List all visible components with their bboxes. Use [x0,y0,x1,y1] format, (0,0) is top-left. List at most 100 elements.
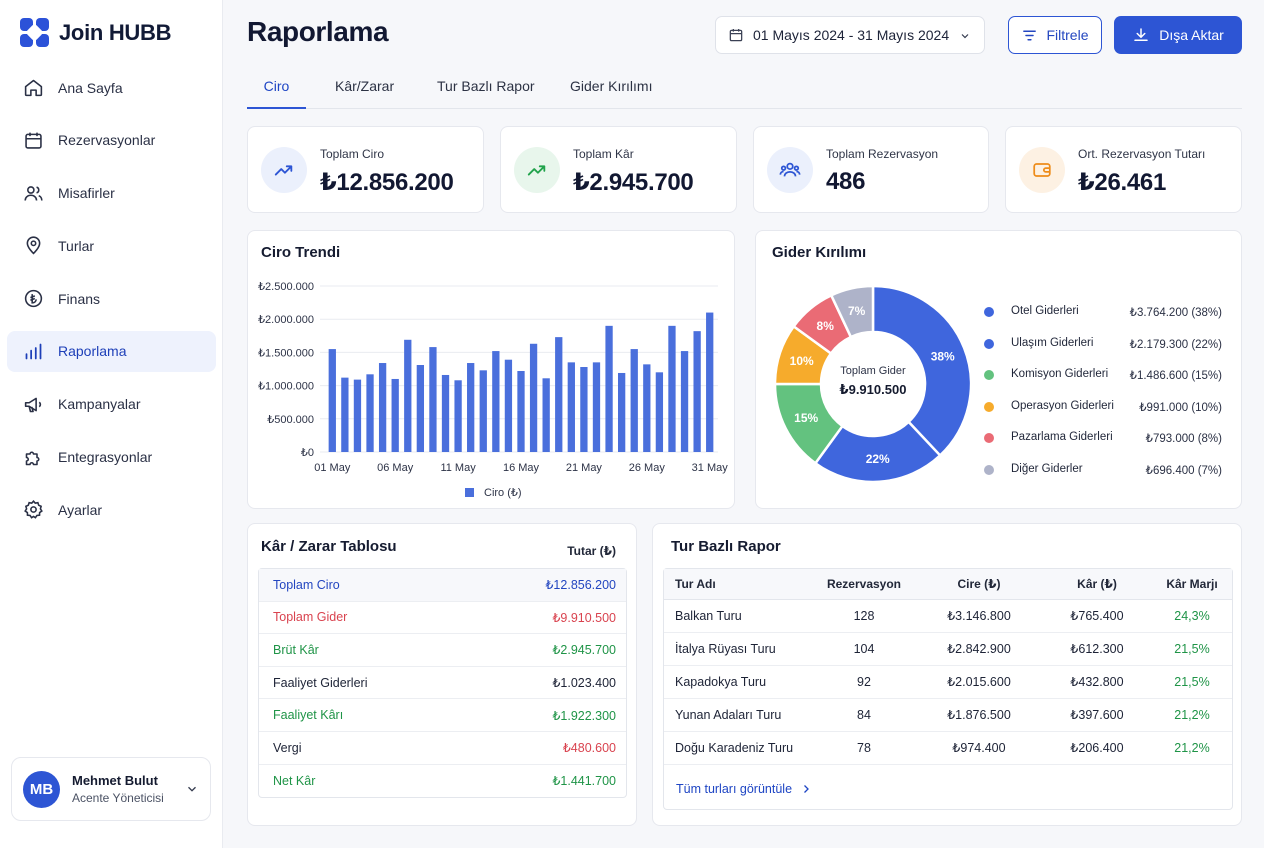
row-label: Toplam Ciro [273,577,340,592]
legend-name: Ulaşım Giderleri [1011,336,1094,349]
kpi-card-total-profit: Toplam Kâr ₺2.945.700 [500,126,737,213]
report-tabs: Ciro Kâr/Zarar Tur Bazlı Rapor Gider Kır… [247,68,1242,109]
tab-tur-bazli-rapor[interactable]: Tur Bazlı Rapor [437,78,535,94]
legend-value: ₺696.400 (7%) [1145,464,1222,477]
bar [555,337,563,452]
donut-slice [829,284,875,339]
page-title: Raporlama [247,16,389,47]
legend-dot [984,370,994,380]
tour-profit: ₺397.600 [1070,708,1124,722]
sidebar-item-misafirler[interactable]: Misafirler [7,173,216,214]
tour-name: Doğu Karadeniz Turu [675,741,794,755]
tour-reservations: 104 [853,642,875,656]
sidebar-item-label: Misafirler [58,185,115,202]
row-value: ₺1.441.700 [552,774,616,789]
row-value: ₺480.600 [562,741,616,756]
row-value: ₺12.856.200 [545,578,616,593]
users-icon [767,147,813,193]
bar [479,370,487,452]
sidebar-item-rezervasyonlar[interactable]: Rezervasyonlar [7,120,216,161]
table-row[interactable]: Yunan Adaları Turu 84 ₺1.876.500 ₺397.60… [664,699,1232,732]
legend-dot [984,338,994,349]
table-row: Brüt Kâr ₺2.945.700 [259,634,626,667]
x-tick-label: 21 May [566,462,603,474]
table-row[interactable]: Balkan Turu 128 ₺3.146.800 ₺765.400 24,3… [664,600,1232,633]
y-tick-label: ₺0 [301,447,314,459]
sidebar: Join HUBB Ana Sayfa Rezervasyonlar Misaf… [0,0,223,848]
table-row: Faaliyet Kârı ₺1.922.300 [259,699,626,732]
sidebar-item-ayarlar[interactable]: Ayarlar [7,489,216,530]
table-row[interactable]: Doğu Karadeniz Turu 78 ₺974.400 ₺206.400… [664,732,1232,765]
expense-breakdown-card: Gider Kırılımı 38% 22% 15% 10% 8% 7% Toplam G… [755,230,1242,509]
tab-ciro[interactable]: Ciro [247,78,306,109]
tour-revenue: ₺3.146.800 [947,609,1011,623]
export-button[interactable]: Dışa Aktar [1114,16,1242,54]
y-tick-label: ₺1.000.000 [258,381,314,393]
tour-revenue: ₺2.842.900 [947,642,1011,656]
user-menu[interactable]: MB Mehmet Bulut Acente Yöneticisi [11,757,211,821]
table-row[interactable]: Kapadokya Turu 92 ₺2.015.600 ₺432.800 21… [664,666,1232,699]
column-header: Rezervasyon [826,577,902,591]
tour-reservations: 78 [857,741,871,755]
logo-icon [20,18,49,47]
tour-report-table: Tur Adı Rezervasyon Cire (₺) Kâr (₺) Kâr… [663,568,1233,810]
bar [441,374,450,452]
legend-item: Diğer Giderler ₺696.400 (7%) [984,461,1222,481]
row-label: Vergi [273,740,302,755]
tour-margin: 21,2% [1174,708,1210,722]
kpi-value: 486 [826,168,866,195]
tour-profit: ₺432.800 [1070,675,1124,689]
bar [680,351,689,452]
user-name: Mehmet Bulut [72,773,158,788]
sidebar-item-turlar[interactable]: Turlar [7,225,216,266]
lira-coin-icon [24,290,43,308]
bar [341,377,349,452]
legend-item: Operasyon Giderleri ₺991.000 (10%) [984,398,1222,418]
table-row[interactable]: İtalya Rüyası Turu 104 ₺2.842.900 ₺612.3… [664,633,1232,666]
filter-button[interactable]: Filtrele [1008,16,1102,54]
sidebar-item-finans[interactable]: Finans [7,278,216,319]
chevron-down-icon[interactable] [185,782,199,796]
view-all-tours-link[interactable]: Tüm turları görüntüle [676,782,812,796]
card-title: Tur Bazlı Rapor [671,538,781,555]
sidebar-item-ana-sayfa[interactable]: Ana Sayfa [7,67,216,108]
trend-up-icon [514,147,560,193]
bar [416,365,425,452]
sidebar-item-kampanyalar[interactable]: Kampanyalar [7,384,216,425]
sidebar-item-raporlama[interactable]: Raporlama [7,330,216,372]
date-range-value: 01 Mayıs 2024 - 31 Mayıs 2024 [753,27,950,43]
donut-slice [871,284,973,458]
sidebar-item-entegrasyonlar[interactable]: Entegrasyonlar [7,437,216,478]
donut-slice [813,420,942,484]
tour-profit: ₺765.400 [1070,609,1124,623]
trend-up-icon [261,147,307,193]
slice-label: 38% [931,349,955,363]
column-header: Tur Adı [675,577,716,591]
legend-name: Operasyon Giderleri [1011,399,1114,412]
table-row: Faaliyet Giderleri ₺1.023.400 [259,667,626,700]
row-value: ₺2.945.700 [552,643,616,658]
tab-kar-zarar[interactable]: Kâr/Zarar [335,78,395,94]
date-range-picker[interactable]: 01 Mayıs 2024 - 31 Mayıs 2024 [715,16,985,54]
x-tick-label: 16 May [503,462,540,474]
bar [378,363,387,452]
expense-donut-chart: 38% 22% 15% 10% 8% 7% [773,284,973,484]
app-logo[interactable]: Join HUBB [20,18,172,47]
slice-label: 10% [790,354,814,368]
tab-gider-kirilimi[interactable]: Gider Kırılımı [570,78,653,94]
sidebar-nav: Ana Sayfa Rezervasyonlar Misafirler Turl… [7,67,216,542]
y-tick-label: ₺2.500.000 [258,281,314,293]
tour-name: Yunan Adaları Turu [675,708,782,722]
legend-dot [984,464,994,475]
column-header: Cire (₺) [957,577,1001,591]
bar [504,359,513,452]
table-row: Toplam Ciro ₺12.856.200 [259,569,626,602]
legend-value: ₺3.764.200 (38%) [1129,307,1222,319]
slice-label: 22% [866,452,890,466]
bar [391,378,399,452]
bar [353,379,362,452]
tour-margin: 21,5% [1174,642,1210,656]
legend-item: Ulaşım Giderleri ₺2.179.300 (22%) [984,335,1222,355]
tour-name: Balkan Turu [675,609,742,623]
user-role: Acente Yöneticisi [72,791,164,805]
